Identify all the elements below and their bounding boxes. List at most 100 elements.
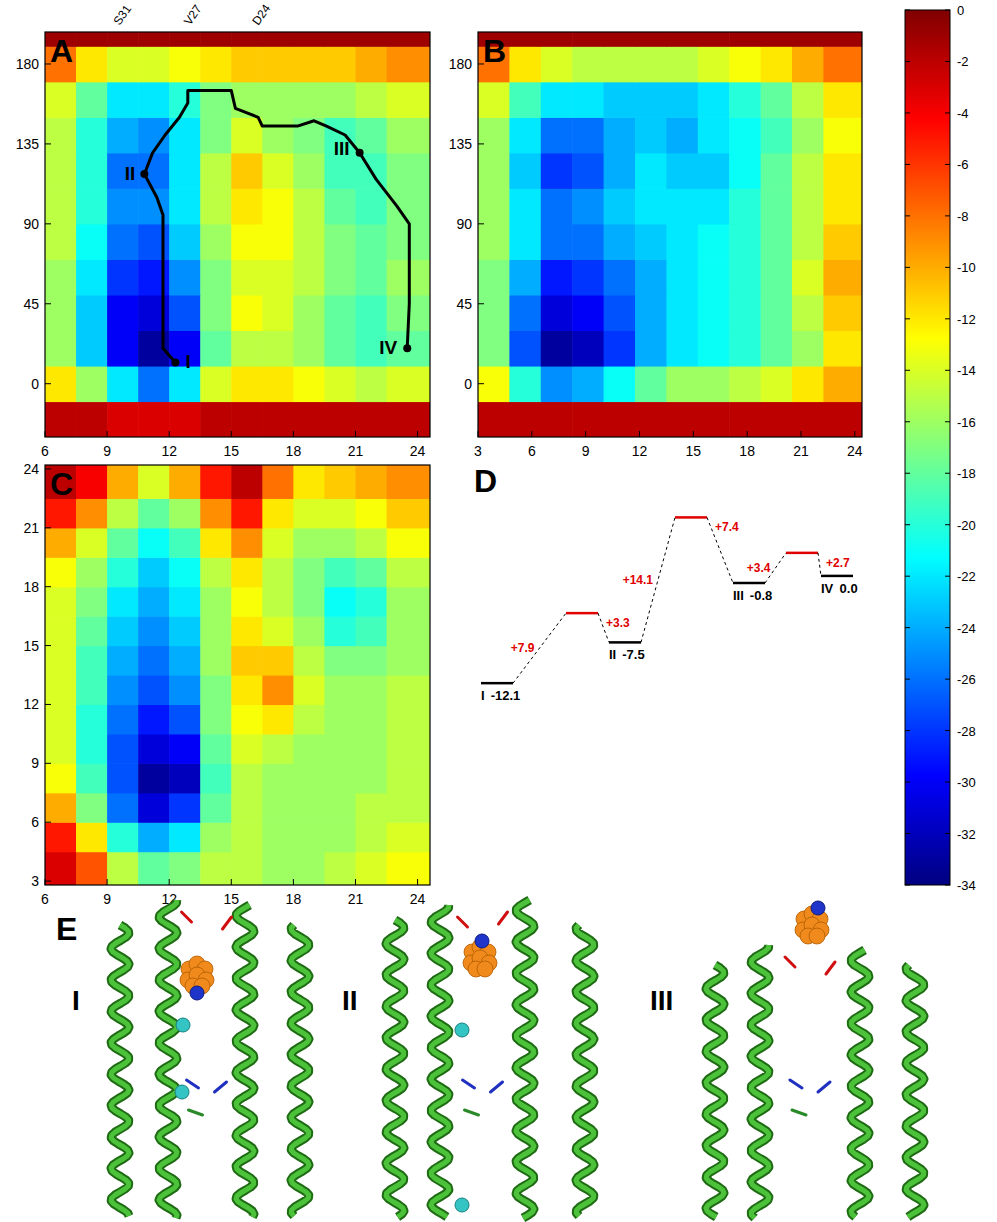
heatmap-cell (200, 188, 232, 224)
side-chain (215, 1082, 227, 1092)
heatmap-cell (541, 32, 573, 47)
heatmap-cell (138, 646, 170, 676)
helix (576, 925, 594, 1216)
colorbar-label: -30 (957, 775, 976, 790)
colorbar-tick (945, 627, 950, 628)
heatmap-cell (293, 734, 325, 764)
heatmap-cell (823, 82, 862, 118)
heatmap-cell (729, 117, 761, 153)
colorbar-tick (905, 730, 910, 731)
heatmap-cell (823, 153, 862, 189)
heatmap-cell (76, 330, 108, 366)
y-tick-label: 6 (31, 814, 39, 830)
colorbar-tick (905, 370, 910, 371)
backward-connector (818, 553, 821, 576)
heatmap-cell (76, 259, 108, 295)
heatmap-cell (169, 852, 201, 885)
heatmap-cell (572, 32, 604, 47)
x-tick-label: 12 (632, 443, 648, 459)
x-tick (45, 879, 46, 885)
heatmap-cell (324, 704, 356, 734)
colorbar-label: -32 (957, 827, 976, 842)
helix-edge (291, 925, 309, 1216)
state-name: II (609, 647, 616, 662)
helix (706, 965, 724, 1217)
colorbar-label: -18 (957, 466, 976, 481)
heatmap-cell (478, 153, 510, 189)
heatmap-cell (324, 82, 356, 118)
heatmap-cell (45, 616, 77, 646)
heatmap-cell (355, 793, 387, 823)
x-tick (107, 879, 108, 885)
heatmap-cell (76, 763, 108, 793)
heatmap-cell (761, 366, 793, 402)
heatmap-cell (200, 793, 232, 823)
heatmap-cell (231, 734, 263, 764)
heatmap-cell (509, 153, 541, 189)
heatmap-cell (823, 366, 862, 402)
y-tick-label: 0 (464, 376, 472, 392)
helix (906, 965, 924, 1217)
side-chain (463, 1080, 475, 1088)
heatmap-cell (293, 188, 325, 224)
heatmap-cell (45, 675, 77, 705)
heatmap-cell (572, 153, 604, 189)
heatmap-cell (324, 465, 356, 499)
heatmap-cell (666, 82, 698, 118)
heatmap-cell (509, 401, 541, 437)
heatmap-cell (107, 224, 139, 260)
heatmap-cell (604, 32, 636, 47)
heatmap-cell (792, 224, 824, 260)
colorbar-label: -4 (957, 106, 969, 121)
heatmap-cell (666, 117, 698, 153)
heatmap-cell (509, 82, 541, 118)
heatmap-cell (387, 587, 430, 617)
heatmap-cell (355, 704, 387, 734)
heatmap-cell (324, 793, 356, 823)
state-name: III (733, 588, 744, 603)
heatmap-cell (76, 153, 108, 189)
heatmap-cell (792, 117, 824, 153)
state-level (821, 575, 853, 578)
heatmap-cell (572, 82, 604, 118)
heatmap-cell (324, 587, 356, 617)
colorbar-tick (945, 10, 950, 11)
heatmap-cell (761, 295, 793, 331)
x-tick (355, 431, 356, 437)
heatmap-cell (45, 734, 77, 764)
heatmap-cell (355, 295, 387, 331)
heatmap-cell (45, 188, 77, 224)
heatmap-cell (761, 259, 793, 295)
heatmap-cell (541, 295, 573, 331)
y-tick (478, 223, 484, 224)
heatmap-cell (45, 366, 77, 402)
heatmap-cell (262, 32, 294, 47)
heatmap-cell (262, 822, 294, 852)
heatmap-cell (387, 646, 430, 676)
y-tick (45, 822, 51, 823)
y-tick-label: 12 (23, 696, 39, 712)
heatmap-cell (107, 852, 139, 885)
x-tick-label: 12 (161, 443, 177, 459)
heatmap-cell (107, 822, 139, 852)
state-name: I (481, 688, 485, 703)
colorbar-tick (945, 112, 950, 113)
y-tick (45, 881, 51, 882)
colorbar-label: -16 (957, 415, 976, 430)
heatmap-cell (324, 295, 356, 331)
y-tick-label: 180 (449, 56, 473, 72)
heatmap-cell (107, 188, 139, 224)
heatmap-cell (387, 616, 430, 646)
heatmap-cell (478, 188, 510, 224)
x-tick-label: 15 (224, 443, 240, 459)
heatmap-cell (76, 46, 108, 82)
state-point (171, 358, 179, 366)
heatmap-cell (200, 704, 232, 734)
helix (159, 900, 177, 1218)
x-tick (478, 431, 479, 437)
heatmap-cell (698, 117, 730, 153)
heatmap-cell (572, 330, 604, 366)
heatmap-cell (45, 295, 77, 331)
heatmap-cell (823, 188, 862, 224)
x-tick (169, 431, 170, 437)
